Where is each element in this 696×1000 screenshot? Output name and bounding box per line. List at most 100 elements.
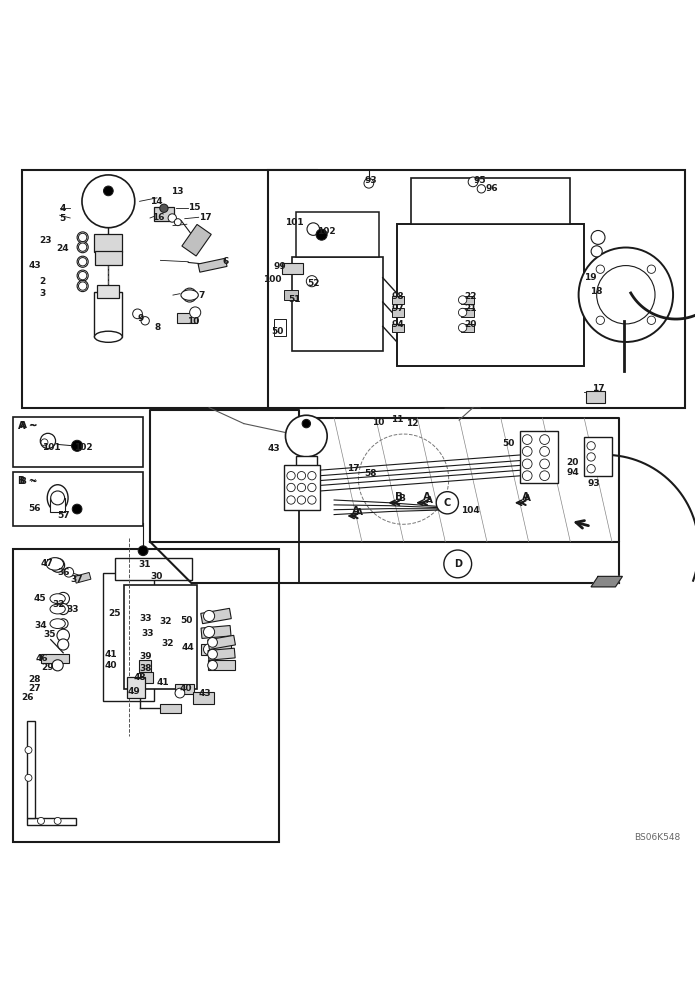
Text: C: C [444, 498, 451, 508]
Circle shape [72, 440, 83, 451]
Bar [268, 170, 685, 408]
Text: 33: 33 [67, 605, 79, 614]
Bar [392, 324, 404, 332]
Circle shape [539, 435, 549, 444]
Circle shape [160, 204, 168, 212]
Bar [41, 654, 69, 663]
Text: 50: 50 [180, 616, 192, 625]
Ellipse shape [181, 290, 198, 300]
Circle shape [82, 175, 135, 228]
Bar [104, 573, 154, 701]
Circle shape [207, 638, 217, 647]
Text: 20: 20 [464, 320, 476, 329]
Text: 58: 58 [365, 469, 377, 478]
Circle shape [174, 219, 181, 226]
Circle shape [302, 419, 310, 428]
Bar [207, 635, 235, 649]
Circle shape [316, 229, 327, 240]
Text: 28: 28 [29, 675, 41, 684]
Circle shape [287, 483, 295, 492]
Circle shape [468, 177, 478, 187]
Bar [296, 456, 317, 478]
Text: 25: 25 [109, 609, 121, 618]
Ellipse shape [79, 243, 87, 251]
Text: 50: 50 [503, 439, 514, 448]
Bar [50, 498, 65, 512]
Text: 44: 44 [181, 643, 194, 652]
Text: 22: 22 [464, 292, 477, 301]
Circle shape [297, 483, 306, 492]
Bar [584, 437, 612, 476]
Circle shape [77, 256, 88, 267]
Text: 33: 33 [141, 629, 154, 638]
Bar [296, 475, 316, 483]
Circle shape [591, 230, 605, 244]
Ellipse shape [79, 258, 87, 266]
Circle shape [57, 592, 70, 605]
Bar [296, 212, 379, 257]
Text: 95: 95 [473, 176, 486, 185]
Circle shape [459, 308, 467, 317]
Circle shape [203, 610, 214, 622]
Ellipse shape [50, 594, 65, 603]
Circle shape [578, 248, 673, 342]
Bar [27, 721, 35, 818]
Text: 10: 10 [372, 418, 384, 427]
Circle shape [77, 242, 88, 253]
Text: 21: 21 [464, 304, 477, 313]
Text: 35: 35 [44, 630, 56, 639]
Bar [95, 234, 122, 252]
Bar [74, 572, 91, 583]
Circle shape [307, 223, 319, 235]
Circle shape [364, 178, 374, 188]
Text: A: A [423, 492, 431, 502]
Bar [208, 648, 235, 660]
Ellipse shape [50, 619, 65, 629]
Circle shape [189, 307, 200, 318]
Text: 40: 40 [105, 661, 118, 670]
Text: B ~: B ~ [18, 476, 37, 486]
Polygon shape [591, 576, 622, 587]
Text: 10: 10 [187, 317, 199, 326]
Circle shape [287, 496, 295, 504]
Bar [161, 704, 181, 713]
Ellipse shape [79, 271, 87, 280]
Text: 14: 14 [150, 197, 163, 206]
Text: 26: 26 [22, 693, 34, 702]
Text: 8: 8 [155, 323, 161, 332]
Text: 93: 93 [587, 479, 600, 488]
Text: 6: 6 [223, 257, 229, 266]
Bar [397, 224, 584, 366]
Circle shape [587, 442, 595, 450]
Circle shape [459, 296, 467, 304]
Ellipse shape [46, 558, 63, 570]
Circle shape [539, 447, 549, 456]
Text: 56: 56 [29, 504, 41, 513]
Circle shape [539, 471, 549, 481]
Text: B: B [398, 494, 405, 503]
Text: 34: 34 [34, 621, 47, 630]
Circle shape [297, 472, 306, 480]
Text: A ~: A ~ [18, 421, 37, 431]
Text: 41: 41 [105, 650, 118, 659]
Text: 102: 102 [317, 227, 335, 236]
Text: B: B [395, 492, 403, 502]
Bar [116, 558, 191, 580]
Circle shape [306, 276, 317, 287]
Text: BS06K548: BS06K548 [634, 833, 680, 842]
Bar [461, 324, 474, 332]
Text: 98: 98 [391, 292, 404, 301]
Ellipse shape [79, 282, 87, 290]
Circle shape [539, 459, 549, 469]
Text: 41: 41 [157, 678, 170, 687]
Text: 97: 97 [391, 304, 404, 313]
Circle shape [459, 324, 467, 332]
Text: 32: 32 [159, 617, 172, 626]
Text: 37: 37 [70, 575, 83, 584]
Text: 40: 40 [180, 684, 192, 693]
Bar [392, 296, 404, 304]
Bar [200, 608, 231, 624]
Circle shape [133, 309, 143, 319]
Circle shape [58, 619, 68, 629]
Text: 96: 96 [486, 184, 498, 193]
